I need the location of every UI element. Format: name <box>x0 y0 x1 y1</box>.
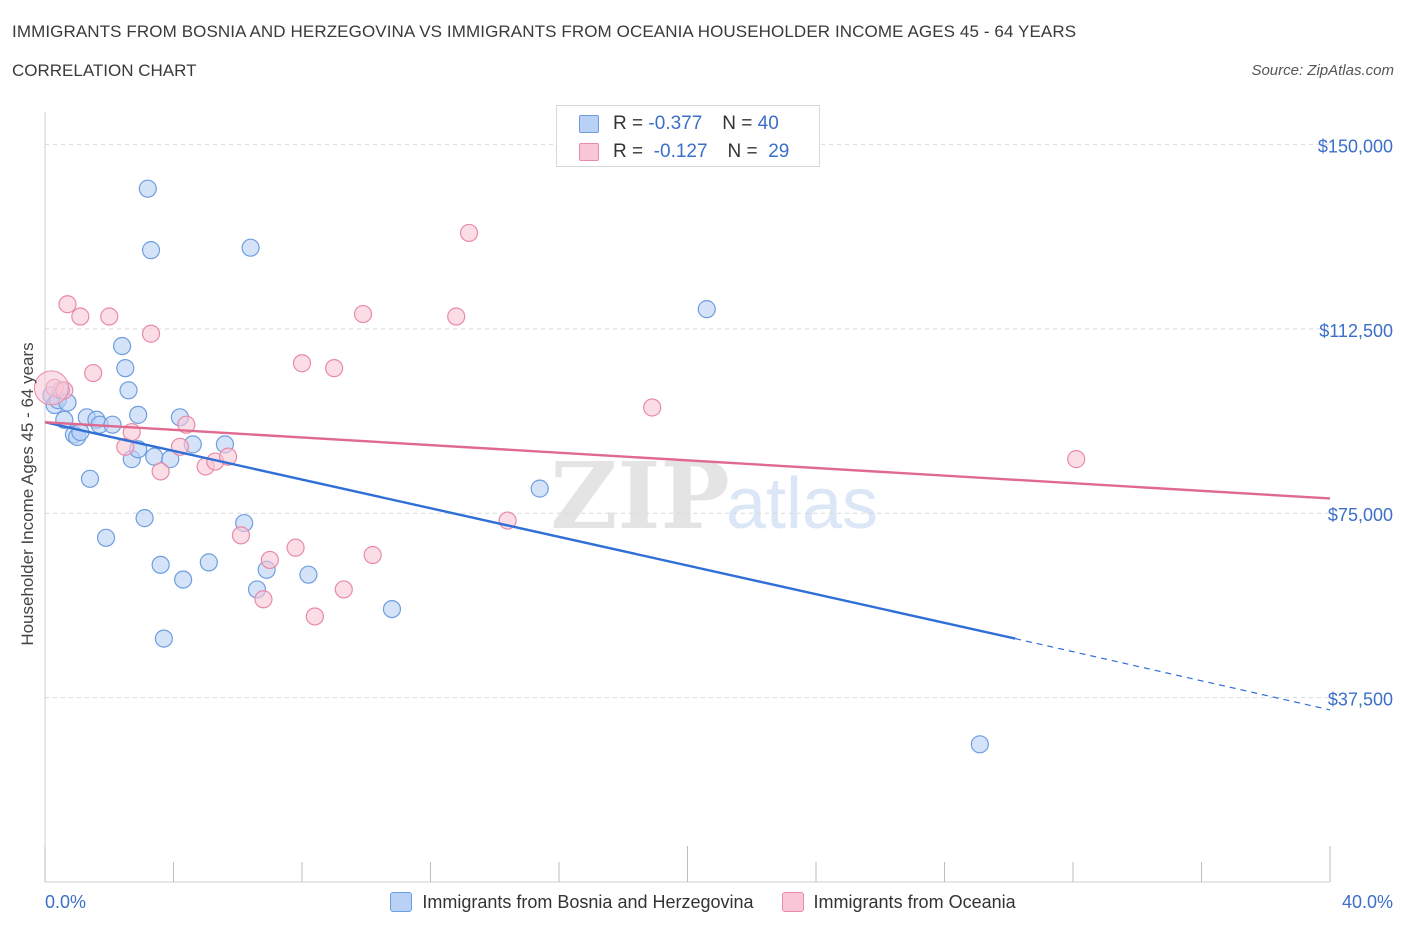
point-oceania <box>71 307 90 326</box>
trendline-bosnia <box>44 421 1016 640</box>
stats-row-bosnia: R = -0.377 N = 40 <box>579 111 779 137</box>
point-oceania <box>286 538 305 557</box>
point-bosnia <box>199 553 218 572</box>
point-bosnia <box>241 238 260 257</box>
point-bosnia <box>96 528 116 547</box>
point-oceania <box>100 307 119 326</box>
y-tick-label: $75,000 <box>1328 505 1393 525</box>
point-oceania <box>231 526 251 545</box>
y-tick-label: $37,500 <box>1328 690 1393 710</box>
point-bosnia <box>154 629 173 648</box>
bosnia-n-label: N = <box>722 113 753 134</box>
legend-item-oceania: Immigrants from Oceania <box>781 891 1016 913</box>
point-oceania <box>151 462 170 481</box>
point-oceania <box>643 398 662 417</box>
point-bosnia <box>135 509 154 528</box>
y-tick-label: $150,000 <box>1318 136 1393 156</box>
bosnia-n-value: 40 <box>757 113 779 134</box>
stats-legend-box: R = -0.377 N = 40 R = -0.127 N = 29 <box>556 105 820 167</box>
point-bosnia <box>141 241 161 260</box>
point-oceania <box>447 307 466 326</box>
bosnia-r-value: -0.377 <box>648 113 703 134</box>
point-bosnia <box>382 599 402 619</box>
point-oceania <box>260 550 279 570</box>
source-note: Source: ZipAtlas.com <box>1251 62 1394 79</box>
point-oceania <box>305 607 324 626</box>
point-bosnia <box>530 479 549 498</box>
point-oceania <box>58 295 77 314</box>
point-oceania <box>353 304 373 324</box>
y-tick-label: $112,500 <box>1319 321 1393 341</box>
point-bosnia <box>119 381 138 400</box>
legend-label-bosnia: Immigrants from Bosnia and Herzegovina <box>422 891 754 912</box>
legend-swatch-bosnia <box>390 892 413 912</box>
point-oceania <box>254 590 273 609</box>
bosnia-r-label: R = <box>613 113 644 134</box>
trendline-oceania <box>44 421 1331 500</box>
oceania-r-label: R = <box>613 141 644 162</box>
point-oceania <box>1067 450 1086 469</box>
point-bosnia <box>697 300 716 319</box>
chart-title: IMMIGRANTS FROM BOSNIA AND HERZEGOVINA V… <box>12 22 1077 41</box>
legend-item-bosnia: Immigrants from Bosnia and Herzegovina <box>390 891 754 913</box>
oceania-r-value: -0.127 <box>653 141 708 162</box>
point-oceania-cluster <box>33 370 69 406</box>
point-bosnia <box>970 735 989 754</box>
point-bosnia <box>299 565 318 584</box>
point-bosnia <box>112 336 132 356</box>
point-oceania <box>141 324 161 343</box>
trendline-bosnia-extension <box>1015 638 1331 711</box>
stats-row-oceania: R = -0.127 N = 29 <box>579 139 789 165</box>
legend-swatch-oceania <box>781 892 804 912</box>
point-oceania <box>363 545 382 565</box>
point-oceania <box>292 354 312 373</box>
point-bosnia <box>174 570 193 589</box>
point-oceania <box>459 223 479 243</box>
oceania-swatch <box>579 143 599 161</box>
point-bosnia <box>116 359 135 378</box>
point-oceania <box>325 359 344 378</box>
point-bosnia <box>151 555 170 574</box>
point-bosnia <box>80 469 100 488</box>
chart-subtitle: CORRELATION CHART <box>12 61 197 80</box>
point-oceania <box>84 363 103 383</box>
bottom-legend: Immigrants from Bosnia and Herzegovina I… <box>0 889 1406 915</box>
point-oceania <box>177 415 196 434</box>
y-axis-label: Householder Income Ages 45 - 64 years <box>18 342 37 646</box>
oceania-n-label: N = <box>727 141 758 162</box>
point-bosnia <box>129 405 148 424</box>
bosnia-swatch <box>579 115 599 133</box>
point-oceania <box>334 580 353 599</box>
x-tick-min: 0.0% <box>45 892 87 912</box>
oceania-n-value: 29 <box>768 141 790 162</box>
watermark-atlas: atlas <box>726 464 878 544</box>
x-tick-max: 40.0% <box>1341 892 1393 912</box>
point-bosnia <box>138 179 157 198</box>
legend-label-oceania: Immigrants from Oceania <box>813 891 1016 912</box>
